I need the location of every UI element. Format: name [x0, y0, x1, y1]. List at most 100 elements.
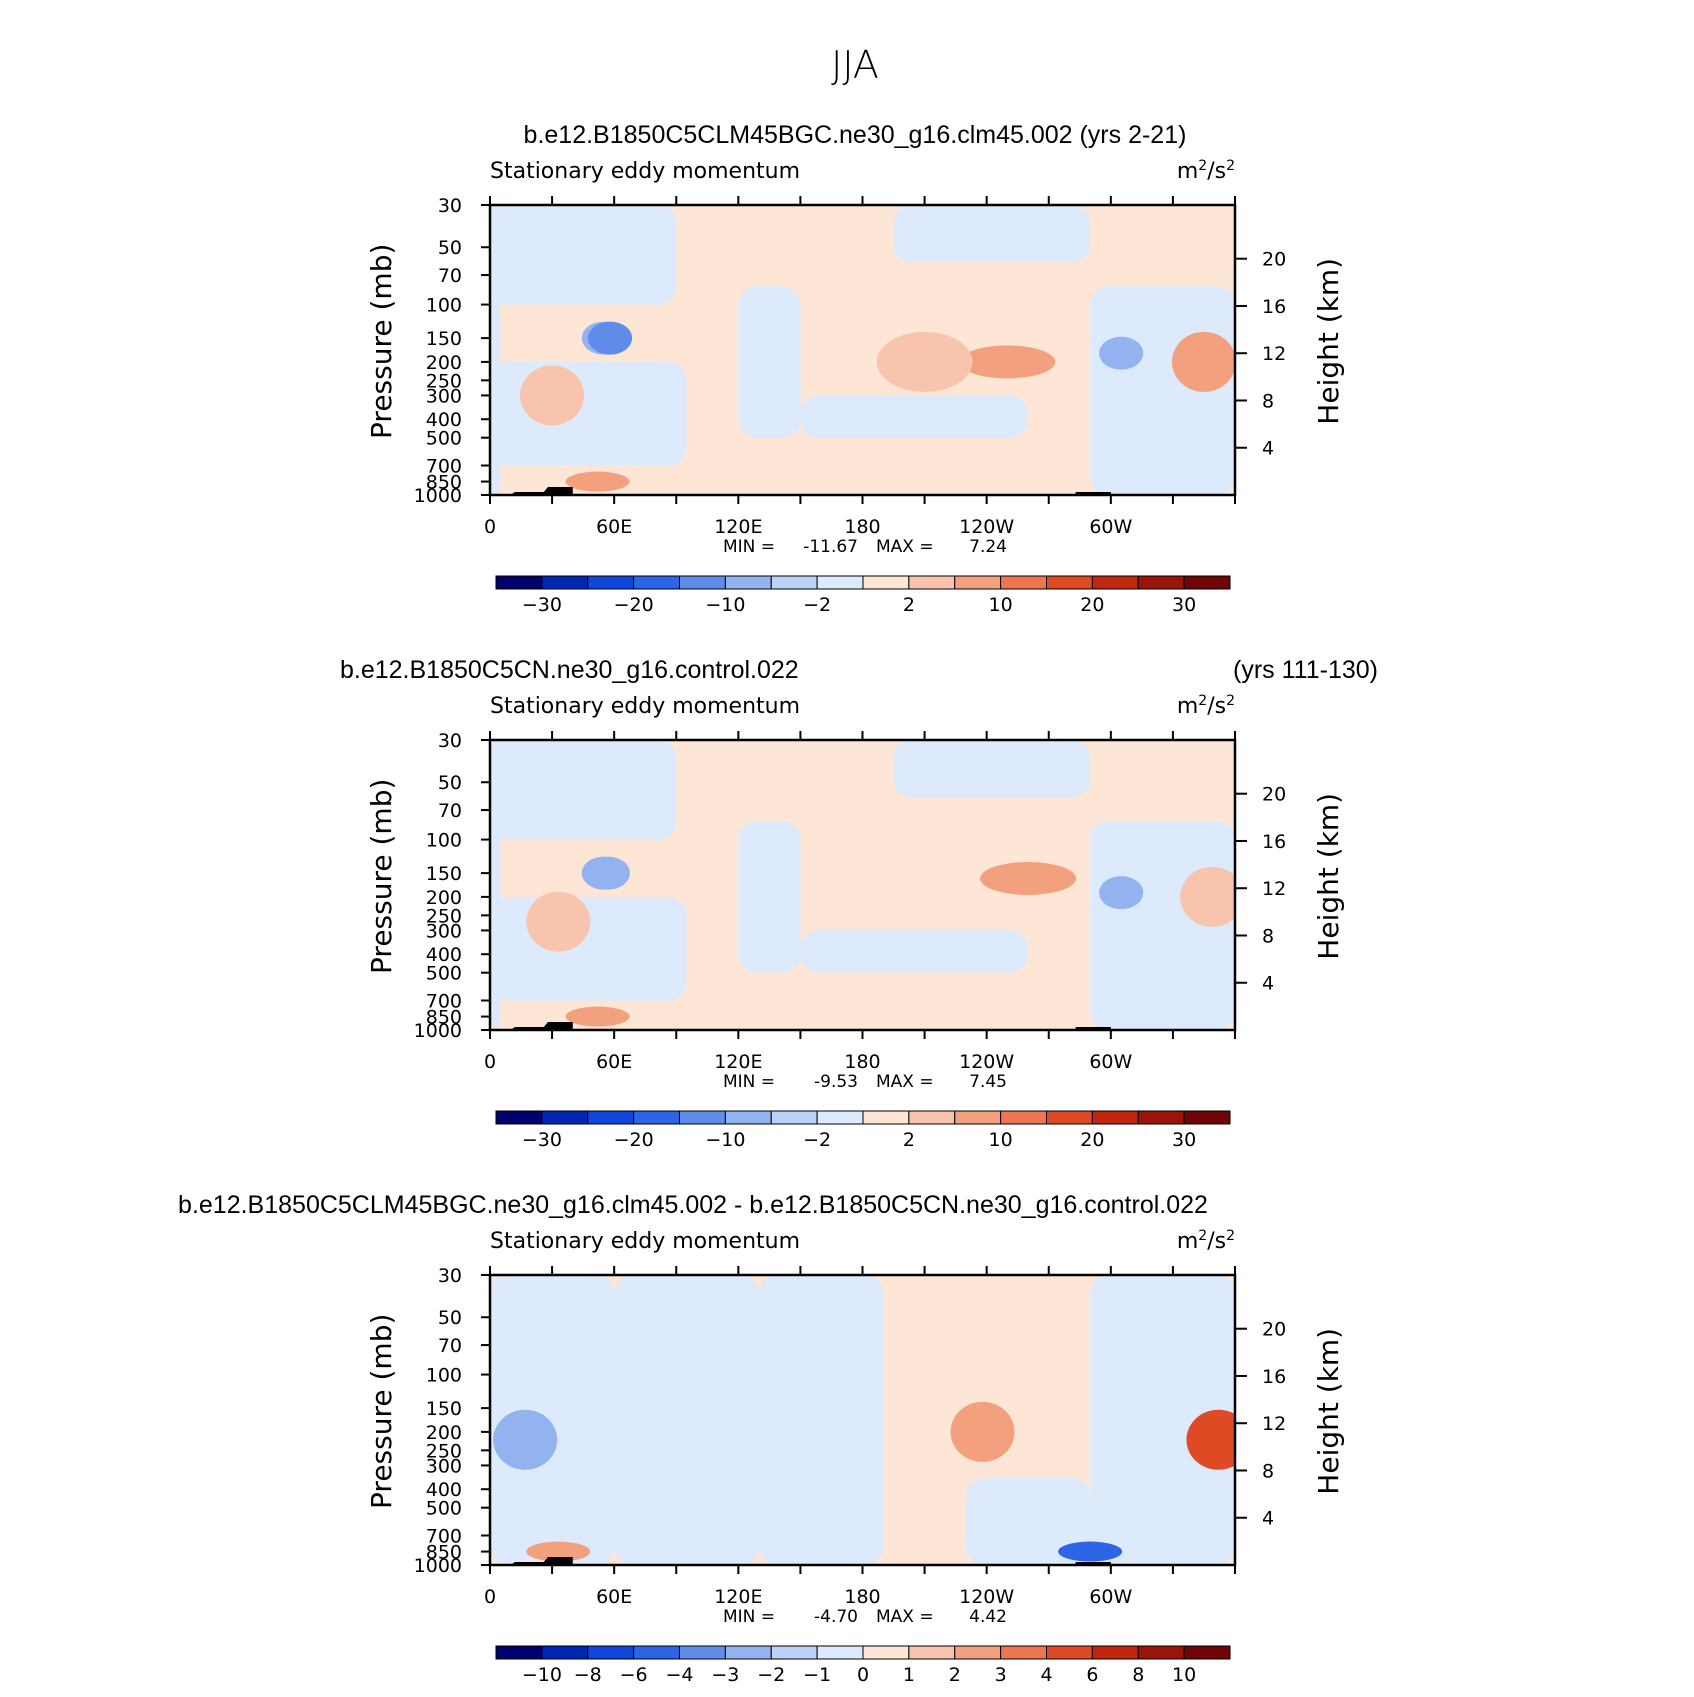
contour-region	[490, 740, 677, 840]
colorbar-swatch	[587, 575, 635, 590]
colorbar-swatch	[862, 1110, 910, 1125]
colorbar-swatch	[724, 575, 772, 590]
y-tick-label: 500	[426, 1498, 462, 1520]
left-string: Stationary eddy momentum	[490, 159, 800, 184]
colorbar-swatch	[1046, 1645, 1093, 1660]
x-tick-label: 60W	[1089, 516, 1132, 538]
y-tick-label: 30	[438, 730, 462, 752]
contour-region	[759, 1275, 884, 1565]
colorbar-swatch	[770, 575, 818, 590]
units-label: m2/s2	[1177, 158, 1235, 184]
contour-region	[490, 361, 687, 466]
colorbar-swatch	[816, 575, 864, 590]
colorbar-swatch	[679, 575, 726, 590]
y-tick-label: 30	[438, 1265, 462, 1287]
contour-extremum	[526, 1541, 591, 1562]
colorbar-swatch	[770, 1645, 818, 1660]
y-tick-label: 50	[438, 1307, 462, 1329]
x-tick-label: 60E	[596, 1586, 632, 1608]
contour-region	[738, 286, 801, 438]
colorbar-label: −30	[522, 594, 562, 616]
x-tick-label: 60W	[1089, 1586, 1132, 1608]
y2-axis-label: Height (km)	[1312, 1328, 1345, 1495]
colorbar-swatch	[633, 1110, 680, 1125]
topography	[1075, 1562, 1111, 1565]
height-tick-label: 4	[1262, 973, 1274, 995]
contour-field	[490, 740, 1235, 1030]
height-tick-label: 20	[1262, 1319, 1286, 1341]
case-title: b.e12.B1850C5CLM45BGC.ne30_g16.clm45.002…	[178, 1191, 1208, 1219]
colorbar-label: 30	[1172, 1129, 1196, 1151]
colorbar-label: −10	[705, 594, 745, 616]
contour-region	[893, 740, 1091, 798]
left-string: Stationary eddy momentum	[490, 694, 800, 719]
y-tick-label: 150	[426, 1398, 462, 1420]
colorbar-label: −2	[803, 594, 831, 616]
contour-extremum	[520, 365, 585, 426]
y-tick-label: 50	[438, 772, 462, 794]
colorbar-swatch	[587, 1110, 635, 1125]
colorbar-swatch	[1137, 575, 1185, 590]
y-tick-label: 400	[426, 1479, 462, 1501]
y-axis-label: Pressure (mb)	[365, 779, 398, 974]
height-tick-label: 12	[1262, 343, 1286, 365]
colorbar-swatch	[908, 1645, 956, 1660]
colorbar-label: 0	[857, 1664, 869, 1686]
units-label: m2/s2	[1177, 693, 1235, 719]
y-tick-label: 300	[426, 385, 462, 407]
x-tick-label: 0	[484, 516, 496, 538]
x-tick-label: 60E	[596, 516, 632, 538]
colorbar-swatch	[724, 1645, 772, 1660]
colorbar-label: 20	[1080, 594, 1104, 616]
chart-panel-3: b.e12.B1850C5CLM45BGC.ne30_g16.clm45.002…	[178, 1191, 1345, 1686]
colorbar-label: 30	[1172, 594, 1196, 616]
contour-extremum	[493, 1409, 558, 1470]
height-tick-label: 12	[1262, 878, 1286, 900]
colorbar-swatch	[724, 1110, 772, 1125]
y-axis-label: Pressure (mb)	[365, 244, 398, 439]
height-tick-label: 16	[1262, 831, 1286, 853]
x-tick-label: 60W	[1089, 1051, 1132, 1073]
colorbar-label: −10	[522, 1664, 562, 1686]
y-tick-label: 100	[426, 295, 462, 317]
min-value: -4.70	[814, 1607, 858, 1627]
min-value: -11.67	[803, 537, 858, 557]
y-tick-label: 250	[426, 370, 462, 392]
topography	[510, 1557, 573, 1565]
colorbar-swatch	[679, 1110, 726, 1125]
y-tick-label: 850	[426, 1542, 462, 1564]
colorbar-swatch	[633, 1645, 680, 1660]
contour-region	[490, 205, 677, 305]
x-tick-label: 120W	[959, 516, 1014, 538]
colorbar-label: 6	[1086, 1664, 1098, 1686]
y-tick-label: 100	[426, 830, 462, 852]
colorbar-label: −6	[620, 1664, 648, 1686]
case-years: (yrs 111-130)	[1233, 656, 1378, 684]
y-tick-label: 200	[426, 1422, 462, 1444]
y-tick-label: 50	[438, 237, 462, 259]
x-tick-label: 120E	[714, 1051, 762, 1073]
colorbar: −10 −8 −6 −4 −3 −2 −1 0 1 2 3 4 6 8 10	[495, 1645, 1231, 1686]
colorbar-swatch	[495, 1110, 543, 1125]
y-tick-label: 70	[438, 1335, 462, 1357]
colorbar-swatch	[1091, 1110, 1139, 1125]
colorbar-swatch	[908, 575, 956, 590]
colorbar-label: 20	[1080, 1129, 1104, 1151]
contour-extremum	[980, 861, 1077, 895]
colorbar-swatch	[954, 1110, 1002, 1125]
max-label: MAX =	[876, 537, 934, 557]
contour-extremum	[526, 891, 591, 952]
contour-extremum	[565, 1006, 630, 1027]
y2-axis-label: Height (km)	[1312, 793, 1345, 960]
contour-extremum	[959, 345, 1056, 379]
y-tick-label: 1000	[414, 1020, 462, 1042]
colorbar-label: 2	[903, 594, 915, 616]
colorbar-swatch	[954, 575, 1002, 590]
colorbar-swatch	[1183, 575, 1231, 590]
colorbar-swatch	[541, 575, 589, 590]
topography	[1075, 492, 1111, 495]
height-tick-label: 12	[1262, 1413, 1286, 1435]
colorbar-swatch	[862, 575, 910, 590]
contour-extremum	[585, 856, 631, 890]
y-tick-label: 400	[426, 944, 462, 966]
